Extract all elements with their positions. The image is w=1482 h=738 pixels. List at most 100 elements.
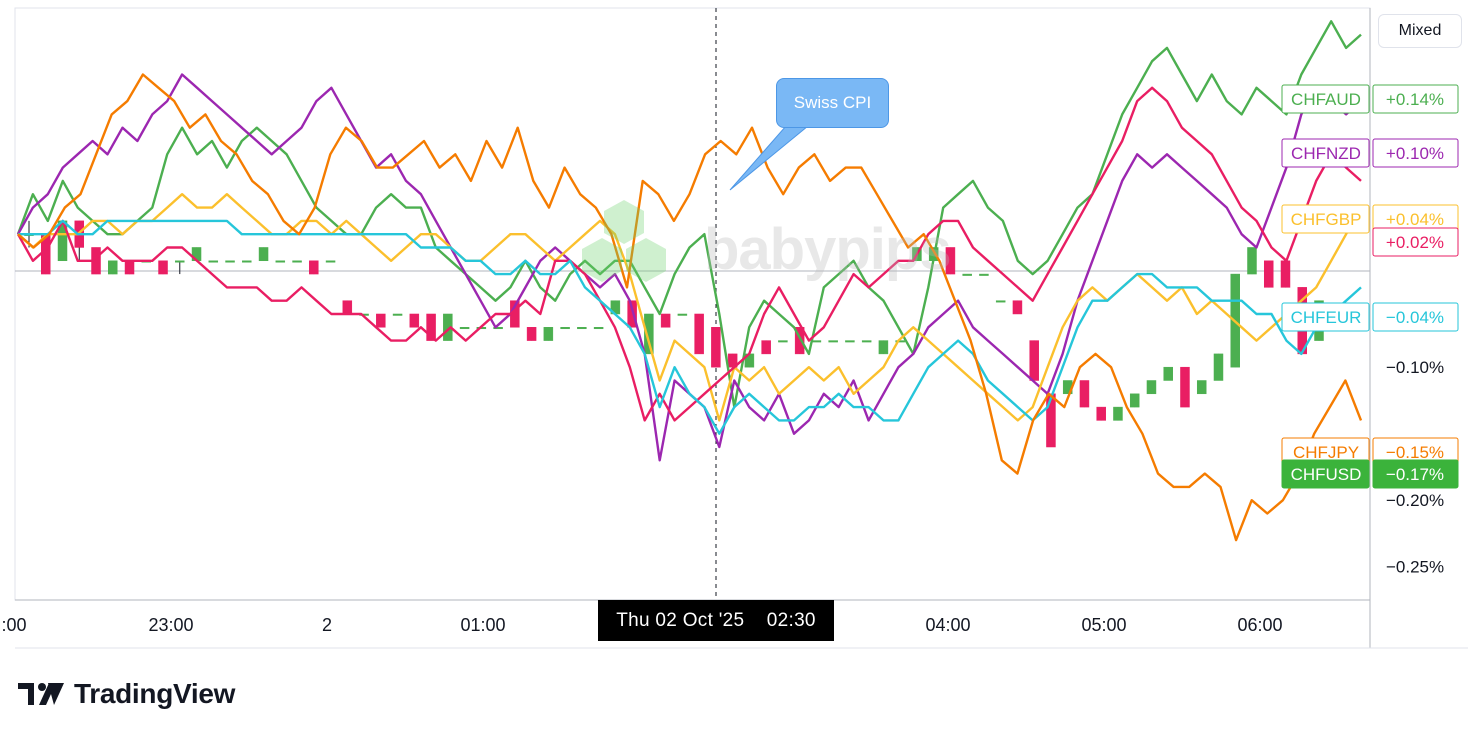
series-line-chfeur [18,219,1362,435]
candle [711,327,721,368]
candle [1113,406,1123,421]
candle [1213,353,1224,381]
swiss-cpi-callout: Swiss CPI [776,78,889,128]
lines-layer [16,20,1363,542]
series-name: CHFNZD [1291,144,1361,163]
candle [292,260,302,263]
candle [325,260,336,263]
candle [577,327,587,330]
candle [1280,260,1291,288]
candle [242,260,252,263]
candle [845,340,855,343]
candle [309,260,319,275]
series-name: CHFGBP [1291,210,1362,229]
series-tag-chfusd: CHFUSD −0.17% [1281,459,1459,489]
candle [526,327,537,341]
series-tag-chfeur: CHFEUR −0.04% [1281,302,1459,332]
watermark-hex-icon [582,200,666,282]
series-name: CHFJPY [1293,443,1359,462]
series-name: CHFEUR [1291,308,1362,327]
candle [175,260,185,275]
series-value: +0.10% [1386,144,1444,163]
candle [1079,380,1090,408]
series-value: −0.15% [1386,443,1444,462]
candle [677,313,688,316]
candle [1029,340,1039,381]
series-value: +0.04% [1386,210,1444,229]
candle [593,327,604,330]
candle [1163,366,1173,381]
candle [644,313,654,355]
candle [828,340,838,343]
candle [945,247,956,275]
x-tick-label: 06:00 [1237,615,1282,635]
tradingview-logo[interactable]: TradingView [18,674,235,714]
series-name: CHFAUD [1291,90,1361,109]
x-tick-label: 05:00 [1081,615,1126,635]
candle [761,340,771,355]
series-value: −0.04% [1386,308,1444,327]
x-tick-label: 2 [322,615,332,635]
candle [778,340,788,343]
series-tag-chfaud: CHFAUD +0.14% [1281,84,1459,114]
series-line-chfcad [16,86,1362,422]
candle [1263,260,1274,288]
y-tick-labels: 0.00%−0.10%−0.20%−0.25% [1386,225,1444,577]
candle [376,313,386,328]
series-value: +0.02% [1386,233,1444,252]
series-value: −0.17% [1386,465,1444,484]
candle [1129,393,1140,408]
candle [459,327,470,330]
series-name: CHFUSD [1291,465,1362,484]
candle [208,260,219,263]
candle [979,273,989,276]
series-value: +0.14% [1386,90,1444,109]
candle [694,313,704,355]
scale-mode-button[interactable]: Mixed [1378,14,1462,48]
candles-layer [24,220,1324,448]
candle [1012,300,1023,315]
series-line-chfjpy [17,73,1363,542]
candle [543,327,554,341]
candle [962,273,972,276]
crosshair-time-label: Thu 02 Oct '25 02:30 [598,600,834,641]
plot-frame [14,7,1371,601]
logo-text: TradingView [74,678,236,709]
candle [124,260,135,275]
series-line-chfaud [16,20,1362,409]
watermark-text: babypips [704,217,952,282]
x-tick-label: 23:00 [148,615,193,635]
tradingview-logo-icon [18,683,64,705]
series-tag-chfgbp: CHFGBP +0.04% [1281,204,1459,234]
candle [560,327,570,330]
candle [409,313,420,328]
candle [342,300,353,315]
y-tick-label: −0.25% [1386,558,1444,577]
candle [225,260,235,263]
x-tick-label: 04:00 [925,615,970,635]
x-tick-label: 01:00 [460,615,505,635]
x-tick-label: :00 [1,615,26,635]
babypips-watermark: babypips [572,196,972,296]
candle [493,327,503,330]
candle [861,340,872,343]
candle [794,327,805,355]
series-tag-chfnzd: CHFNZD +0.10% [1281,138,1459,168]
candle [108,260,118,275]
candle [1180,366,1190,408]
candle [1247,247,1257,275]
candle [392,313,403,316]
y-tick-label: −0.10% [1386,358,1444,377]
candle [1196,380,1207,395]
crosshair-time: 02:30 [766,610,816,631]
candle [995,300,1006,303]
candle [158,260,168,275]
candle [258,247,269,262]
crosshair-date: Thu 02 Oct '25 [616,610,745,631]
series-tags: CHFAUD +0.14% CHFNZD +0.10% CHFGBP +0.04% +0.0… [1281,84,1459,489]
candle [1146,380,1157,395]
candle [811,340,822,343]
x-tick-labels: :00 23:00 2 01:00 04:00 05:00 06:00 [1,615,1282,635]
candle [1096,406,1106,421]
